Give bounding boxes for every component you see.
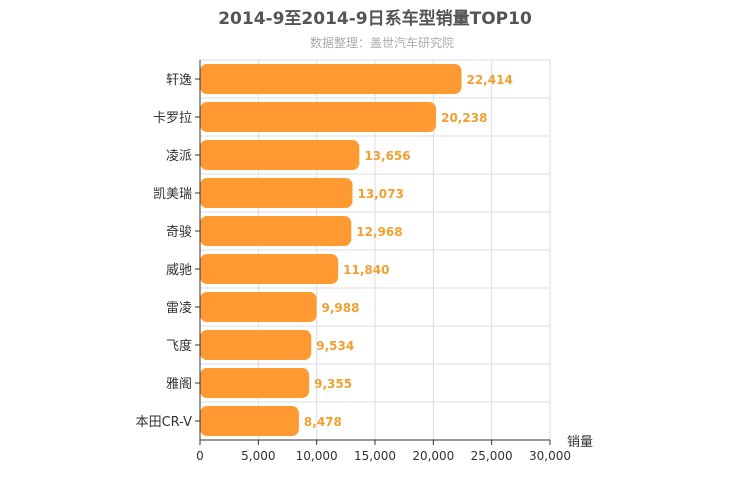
bar bbox=[200, 64, 462, 94]
chart-title: 2014-9至2014-9日系车型销量TOP10 bbox=[218, 8, 532, 29]
value-label: 9,355 bbox=[314, 377, 352, 391]
bar bbox=[200, 102, 437, 132]
bar bbox=[200, 140, 360, 170]
category-label: 雅阁 bbox=[166, 377, 192, 392]
x-tick-label: 20,000 bbox=[412, 449, 454, 463]
x-tick-label: 10,000 bbox=[296, 449, 338, 463]
bar bbox=[200, 178, 353, 208]
x-axis-title: 销量 bbox=[567, 435, 593, 450]
category-label: 轩逸 bbox=[166, 73, 192, 88]
category-label: 威驰 bbox=[166, 263, 192, 278]
bar bbox=[200, 216, 352, 246]
bar bbox=[200, 292, 317, 322]
x-tick-label: 0 bbox=[196, 449, 204, 463]
bar bbox=[200, 406, 299, 436]
bar bbox=[200, 368, 310, 398]
x-tick-label: 15,000 bbox=[354, 449, 396, 463]
value-label: 8,478 bbox=[304, 415, 342, 429]
value-label: 20,238 bbox=[441, 111, 487, 125]
category-label: 凯美瑞 bbox=[153, 187, 192, 202]
x-tick-label: 25,000 bbox=[471, 449, 513, 463]
bars-group: 22,414 20,238 13,656 13,073 12,968 11,840 9,98… bbox=[200, 64, 513, 436]
category-label: 奇骏 bbox=[166, 224, 192, 240]
chart-subtitle: 数据整理：盖世汽车研究院 bbox=[310, 35, 454, 50]
category-label: 凌派 bbox=[166, 149, 192, 164]
value-label: 13,656 bbox=[364, 149, 410, 163]
category-label: 飞度 bbox=[166, 338, 192, 354]
value-label: 12,968 bbox=[356, 225, 402, 239]
value-label: 13,073 bbox=[358, 187, 404, 201]
category-label: 卡罗拉 bbox=[153, 111, 192, 126]
x-tick-label: 5,000 bbox=[241, 449, 275, 463]
value-label: 22,414 bbox=[466, 73, 512, 87]
bar bbox=[200, 254, 339, 284]
category-label: 雷凌 bbox=[166, 301, 192, 316]
value-label: 9,534 bbox=[316, 339, 354, 353]
x-tick-label: 30,000 bbox=[529, 449, 571, 463]
bar bbox=[200, 330, 312, 360]
value-label: 11,840 bbox=[343, 263, 389, 277]
value-label: 9,988 bbox=[322, 301, 360, 315]
category-label: 本田CR-V bbox=[136, 415, 193, 430]
